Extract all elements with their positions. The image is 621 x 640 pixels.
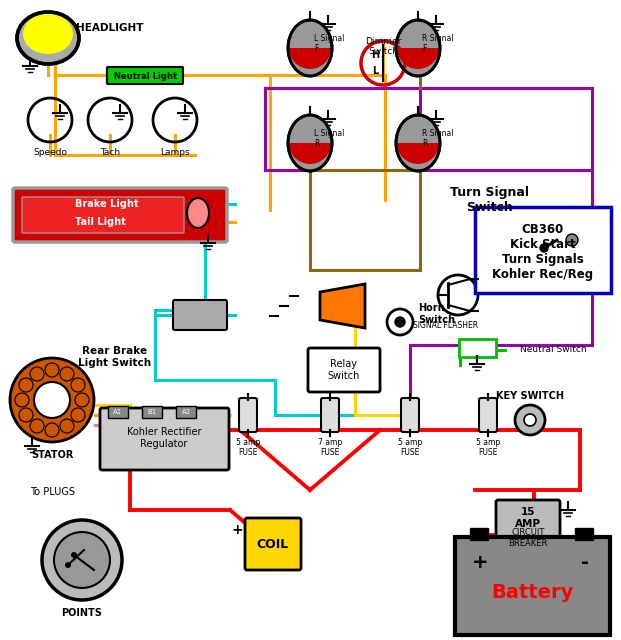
Text: B1: B1 <box>147 409 156 415</box>
Text: CIRCUIT
BREAKER: CIRCUIT BREAKER <box>509 528 548 548</box>
Text: 5 amp
FUSE: 5 amp FUSE <box>236 438 260 458</box>
Ellipse shape <box>17 12 79 64</box>
Circle shape <box>15 393 29 407</box>
Text: 5 amp
FUSE: 5 amp FUSE <box>398 438 422 458</box>
Text: Lamps: Lamps <box>160 148 190 157</box>
FancyBboxPatch shape <box>107 67 183 84</box>
Bar <box>470 528 488 540</box>
Text: R Signal
R: R Signal R <box>422 129 453 148</box>
Text: KEY SWITCH: KEY SWITCH <box>496 391 564 401</box>
Circle shape <box>34 382 70 418</box>
Ellipse shape <box>23 14 73 54</box>
FancyBboxPatch shape <box>321 398 339 432</box>
Text: 15
AMP: 15 AMP <box>515 507 541 529</box>
Text: Neutral Switch: Neutral Switch <box>520 344 587 353</box>
Circle shape <box>45 423 59 437</box>
Bar <box>142 406 162 418</box>
FancyBboxPatch shape <box>496 500 560 554</box>
Circle shape <box>30 367 44 381</box>
Circle shape <box>19 378 33 392</box>
Circle shape <box>557 225 587 255</box>
Ellipse shape <box>288 20 332 76</box>
Text: H: H <box>371 50 379 60</box>
Circle shape <box>71 552 77 558</box>
Circle shape <box>54 532 110 588</box>
Circle shape <box>540 244 548 252</box>
Bar <box>108 406 128 418</box>
Text: POINTS: POINTS <box>61 608 102 618</box>
Wedge shape <box>397 48 439 69</box>
Text: R Signal
F: R Signal F <box>422 34 453 53</box>
Text: +: + <box>231 523 243 537</box>
Text: Brake Light: Brake Light <box>75 199 138 209</box>
Text: COIL: COIL <box>257 538 289 550</box>
FancyBboxPatch shape <box>479 398 497 432</box>
Circle shape <box>60 367 74 381</box>
FancyBboxPatch shape <box>475 207 611 293</box>
Wedge shape <box>397 143 439 164</box>
FancyBboxPatch shape <box>245 518 301 570</box>
Ellipse shape <box>288 115 332 171</box>
Text: L Signal
F: L Signal F <box>314 34 345 53</box>
Text: Turn Signal
Switch: Turn Signal Switch <box>450 186 530 214</box>
Bar <box>455 537 610 635</box>
Text: Battery: Battery <box>491 584 573 602</box>
Text: Horn
Switch: Horn Switch <box>418 303 455 325</box>
Text: CB360
Kick Start
Turn Signals
Kohler Rec/Reg: CB360 Kick Start Turn Signals Kohler Rec… <box>492 223 594 281</box>
Ellipse shape <box>187 198 209 228</box>
Text: -: - <box>581 554 589 573</box>
Circle shape <box>524 414 536 426</box>
Text: Neutral Light: Neutral Light <box>114 72 176 81</box>
Circle shape <box>515 405 545 435</box>
Text: Kohler Rectifier
Regulator: Kohler Rectifier Regulator <box>127 428 201 449</box>
Circle shape <box>65 562 71 568</box>
Text: Rear Brake
Light Switch: Rear Brake Light Switch <box>78 346 152 367</box>
Wedge shape <box>289 48 331 69</box>
Text: STATOR: STATOR <box>31 450 73 460</box>
FancyBboxPatch shape <box>308 348 380 392</box>
FancyBboxPatch shape <box>173 300 227 330</box>
Text: L: L <box>372 66 378 76</box>
Circle shape <box>60 419 74 433</box>
Circle shape <box>45 363 59 377</box>
Text: Dimmer
Switch: Dimmer Switch <box>365 37 401 56</box>
FancyBboxPatch shape <box>401 398 419 432</box>
FancyBboxPatch shape <box>13 188 227 242</box>
Text: 7 amp
FUSE: 7 amp FUSE <box>318 438 342 458</box>
FancyBboxPatch shape <box>239 398 257 432</box>
Circle shape <box>395 317 405 327</box>
Text: Tail Light: Tail Light <box>75 217 125 227</box>
Text: Relay
Switch: Relay Switch <box>328 359 360 381</box>
Text: 5 amp
FUSE: 5 amp FUSE <box>476 438 500 458</box>
Polygon shape <box>320 284 365 328</box>
Text: SIGNAL FLASHER: SIGNAL FLASHER <box>414 321 479 330</box>
Bar <box>575 528 593 540</box>
Circle shape <box>42 520 122 600</box>
Text: +: + <box>472 554 488 573</box>
Circle shape <box>71 378 85 392</box>
Ellipse shape <box>396 115 440 171</box>
FancyBboxPatch shape <box>22 197 184 233</box>
Circle shape <box>30 419 44 433</box>
Text: HEADLIGHT: HEADLIGHT <box>76 23 143 33</box>
Circle shape <box>75 393 89 407</box>
FancyBboxPatch shape <box>100 408 229 470</box>
Text: L Signal
R: L Signal R <box>314 129 345 148</box>
Bar <box>176 406 196 418</box>
Text: To PLUGS: To PLUGS <box>30 487 75 497</box>
Circle shape <box>10 358 94 442</box>
Ellipse shape <box>396 20 440 76</box>
Text: Tach: Tach <box>100 148 120 157</box>
Text: A2: A2 <box>181 409 191 415</box>
Wedge shape <box>289 143 331 164</box>
Text: A1: A1 <box>114 409 122 415</box>
Circle shape <box>71 408 85 422</box>
Circle shape <box>19 408 33 422</box>
FancyBboxPatch shape <box>459 339 496 357</box>
Text: Speedo: Speedo <box>33 148 67 157</box>
Circle shape <box>566 234 578 246</box>
